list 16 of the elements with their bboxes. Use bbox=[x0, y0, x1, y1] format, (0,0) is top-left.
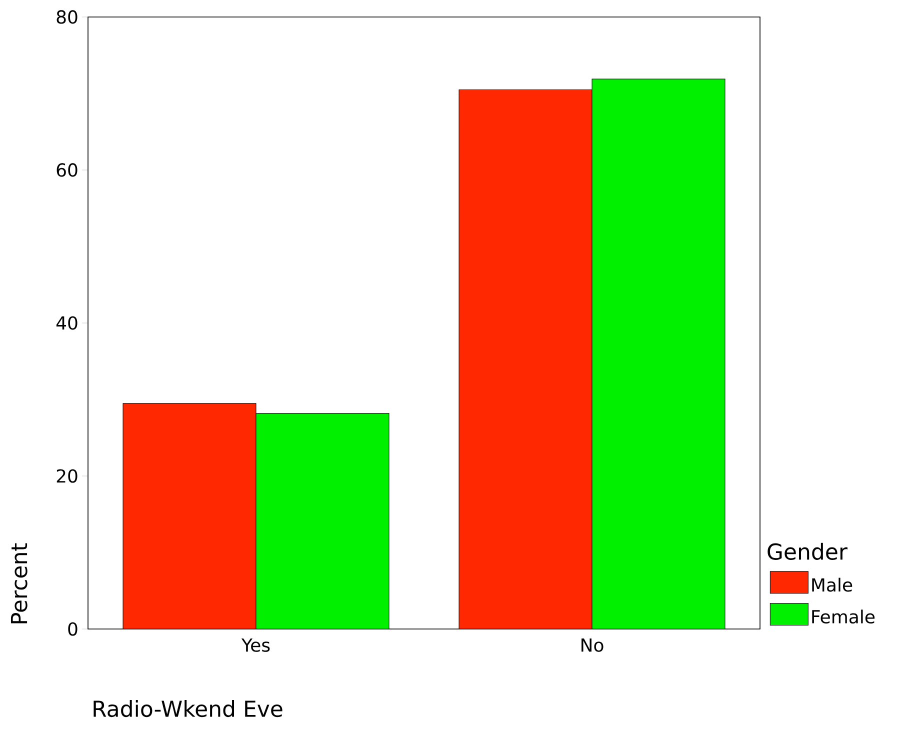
bar bbox=[592, 78, 726, 629]
legend-label: Male bbox=[812, 578, 852, 592]
y-tick-label: 40 bbox=[56, 316, 78, 330]
bar bbox=[122, 403, 256, 629]
bar bbox=[256, 413, 390, 629]
y-tick-label: 60 bbox=[56, 163, 78, 177]
legend-title: Gender bbox=[768, 542, 848, 560]
legend-label: Female bbox=[812, 610, 875, 624]
y-axis-title: Percent bbox=[10, 543, 28, 624]
y-tick-label: 0 bbox=[68, 622, 78, 636]
y-tick-label: 80 bbox=[56, 10, 78, 24]
bar bbox=[458, 89, 592, 629]
x-tick-label: No bbox=[582, 638, 604, 652]
x-tick-label: Yes bbox=[241, 638, 270, 652]
x-axis-title: Radio-Wkend Eve bbox=[94, 700, 282, 718]
y-tick-label: 20 bbox=[56, 469, 78, 483]
